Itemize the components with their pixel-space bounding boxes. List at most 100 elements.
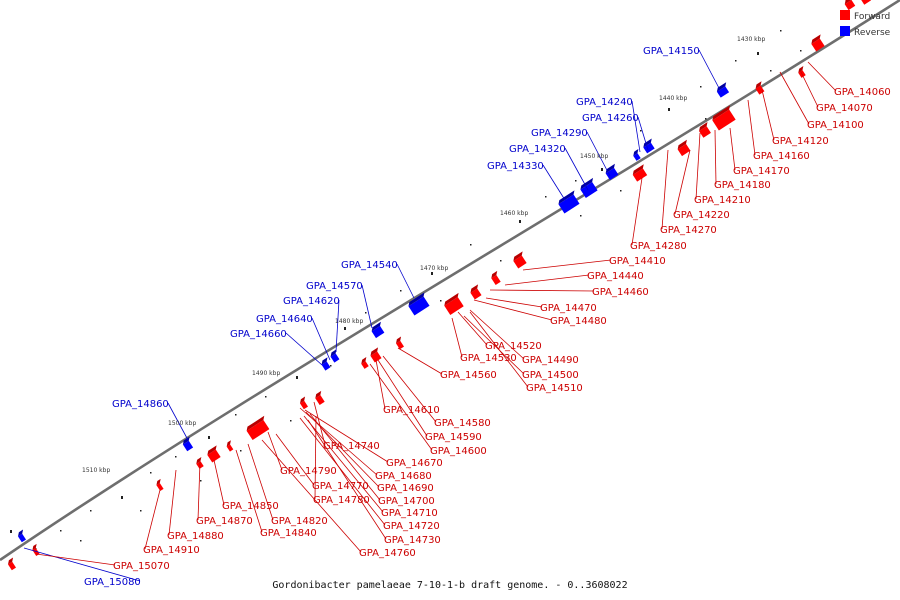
gene-label[interactable]: GPA_14290 (531, 128, 588, 139)
gene-label[interactable]: GPA_14610 (383, 405, 440, 416)
leader-line (35, 553, 116, 566)
reverse-gene-feature[interactable] (579, 177, 600, 199)
gene-label[interactable]: GPA_14580 (434, 418, 491, 429)
reverse-gene-feature[interactable] (329, 349, 342, 363)
gene-label[interactable]: GPA_14540 (341, 260, 398, 271)
gene-label[interactable]: GPA_14640 (256, 314, 313, 325)
reverse-gene-feature[interactable] (16, 529, 28, 543)
gene-label[interactable]: GPA_14590 (425, 432, 482, 443)
gene-label[interactable]: GPA_14680 (375, 471, 432, 482)
gene-label[interactable]: GPA_14620 (283, 296, 340, 307)
gene-label[interactable]: GPA_14600 (430, 446, 487, 457)
gene-label[interactable]: GPA_14730 (384, 535, 441, 546)
gene-label[interactable]: GPA_14180 (714, 180, 771, 191)
gene-label[interactable]: GPA_14700 (378, 496, 435, 507)
gene-label[interactable]: GPA_14790 (280, 466, 337, 477)
gene-label[interactable]: GPA_15070 (113, 561, 170, 572)
forward-gene-feature[interactable] (859, 0, 873, 5)
gene-label[interactable]: GPA_14160 (753, 151, 810, 162)
gene-label[interactable]: GPA_15080 (84, 577, 141, 588)
reverse-gene-feature[interactable] (632, 148, 644, 161)
position-dot (668, 108, 670, 111)
gene-label[interactable]: GPA_14060 (834, 87, 891, 98)
gene-label[interactable]: GPA_14460 (592, 287, 649, 298)
forward-gene-feature[interactable] (512, 251, 529, 269)
position-dot (200, 480, 202, 482)
gene-label[interactable]: GPA_14520 (485, 341, 542, 352)
gene-label[interactable]: GPA_14220 (673, 210, 730, 221)
forward-gene-feature[interactable] (206, 445, 223, 463)
gene-label[interactable]: GPA_14490 (522, 355, 579, 366)
forward-gene-feature[interactable] (298, 396, 310, 410)
gene-label[interactable]: GPA_14320 (509, 144, 566, 155)
gene-label[interactable]: GPA_14870 (196, 516, 253, 527)
gene-label[interactable]: GPA_14070 (816, 103, 873, 114)
gene-label[interactable]: GPA_14570 (306, 281, 363, 292)
forward-gene-feature[interactable] (225, 440, 236, 452)
forward-gene-feature[interactable] (490, 270, 504, 285)
forward-gene-feature[interactable] (155, 478, 166, 492)
forward-gene-feature[interactable] (360, 356, 372, 369)
forward-gene-feature[interactable] (631, 164, 650, 182)
gene-label[interactable]: GPA_14660 (230, 329, 287, 340)
gene-label[interactable]: GPA_14330 (487, 161, 544, 172)
forward-gene-feature[interactable] (697, 122, 713, 138)
gene-label[interactable]: GPA_14880 (167, 531, 224, 542)
gene-label[interactable]: GPA_14530 (460, 353, 517, 364)
gene-label[interactable]: GPA_14440 (587, 271, 644, 282)
forward-gene-feature[interactable] (245, 415, 272, 441)
forward-gene-feature[interactable] (6, 557, 18, 571)
gene-label[interactable]: GPA_14470 (540, 303, 597, 314)
gene-label[interactable]: GPA_14710 (381, 508, 438, 519)
gene-label[interactable]: GPA_14740 (323, 441, 380, 452)
forward-gene-feature[interactable] (797, 65, 809, 78)
reverse-gene-feature[interactable] (320, 357, 333, 371)
gene-label[interactable]: GPA_14840 (260, 528, 317, 539)
gene-label[interactable]: GPA_14210 (694, 195, 751, 206)
gene-label[interactable]: GPA_14100 (807, 120, 864, 131)
reverse-gene-feature[interactable] (642, 138, 658, 154)
gene-label[interactable]: GPA_14150 (643, 46, 700, 57)
gene-label[interactable]: GPA_14780 (313, 495, 370, 506)
forward-gene-feature[interactable] (314, 390, 328, 405)
gene-label[interactable]: GPA_14820 (271, 516, 328, 527)
kbp-tick-label: 1500 kbp (168, 420, 196, 427)
forward-gene-feature[interactable] (711, 105, 738, 131)
gene-label[interactable]: GPA_14280 (630, 241, 687, 252)
gene-label[interactable]: GPA_14270 (660, 225, 717, 236)
gene-label[interactable]: GPA_14850 (222, 501, 279, 512)
gene-label[interactable]: GPA_14860 (112, 399, 169, 410)
reverse-gene-feature[interactable] (181, 436, 195, 452)
gene-label[interactable]: GPA_14770 (312, 481, 369, 492)
reverse-gene-feature[interactable] (407, 292, 432, 316)
forward-gene-feature[interactable] (394, 336, 406, 350)
gene-label[interactable]: GPA_14510 (526, 383, 583, 394)
gene-label[interactable]: GPA_14120 (772, 136, 829, 147)
gene-label[interactable]: GPA_14170 (733, 166, 790, 177)
leader-line (168, 469, 177, 536)
gene-label[interactable]: GPA_14720 (383, 521, 440, 532)
gene-label[interactable]: GPA_14560 (440, 370, 497, 381)
gene-label[interactable]: GPA_14480 (550, 316, 607, 327)
reverse-gene-feature[interactable] (370, 321, 387, 339)
leader-line (299, 417, 386, 526)
gene-label[interactable]: GPA_14500 (522, 370, 579, 381)
forward-gene-feature[interactable] (195, 456, 207, 469)
reverse-gene-feature[interactable] (604, 163, 621, 181)
gene-label[interactable]: GPA_14760 (359, 548, 416, 559)
forward-gene-feature[interactable] (443, 292, 467, 315)
forward-gene-feature[interactable] (369, 347, 384, 363)
forward-gene-feature[interactable] (676, 139, 693, 157)
position-dot (265, 396, 267, 398)
gene-label[interactable]: GPA_14670 (386, 458, 443, 469)
forward-gene-feature[interactable] (843, 0, 858, 11)
forward-gene-feature[interactable] (469, 284, 484, 300)
gene-label[interactable]: GPA_14910 (143, 545, 200, 556)
gene-label[interactable]: GPA_14240 (576, 97, 633, 108)
forward-gene-feature[interactable] (810, 34, 827, 52)
gene-label[interactable]: GPA_14690 (377, 483, 434, 494)
gene-label[interactable]: GPA_14260 (582, 113, 639, 124)
reverse-gene-feature[interactable] (557, 190, 582, 214)
reverse-gene-feature[interactable] (715, 82, 731, 98)
gene-label[interactable]: GPA_14410 (609, 256, 666, 267)
